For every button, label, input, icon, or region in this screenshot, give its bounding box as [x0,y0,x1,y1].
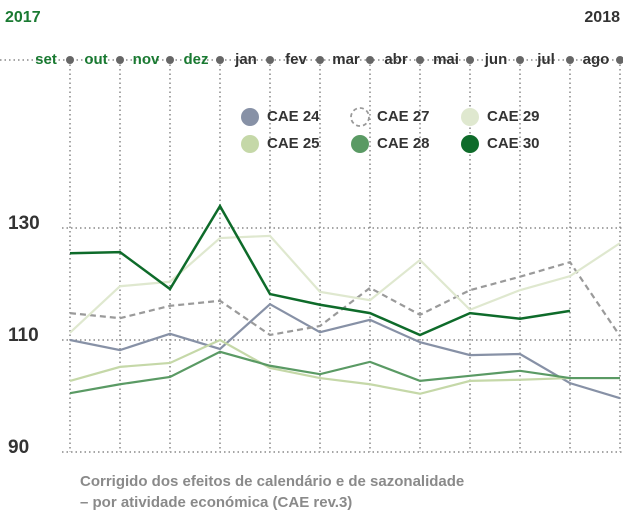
legend-marker [461,108,479,126]
y-tick-label: 110 [8,325,39,346]
x-tick-label: jun [484,51,508,68]
legend-marker [350,107,370,127]
year-label: 2017 [5,9,41,26]
legend-label: CAE 29 [487,108,540,125]
axis-dot [616,56,623,64]
legend-marker [241,135,259,153]
legend-label: CAE 28 [377,135,430,152]
series-line [69,234,621,334]
year-label: 2018 [584,9,620,26]
x-tick-label: out [84,51,107,68]
axis-dot [116,56,124,64]
series-line [69,260,621,337]
axis-dot [66,56,74,64]
series-line [69,203,571,337]
x-tick-label: mai [433,51,459,68]
x-tick-label: ago [583,51,610,68]
x-tick-label: jan [234,51,257,68]
legend-label: CAE 25 [267,135,320,152]
axis-dot [266,56,274,64]
note: Corrigido dos efeitos de calendário e de… [80,473,464,490]
y-tick-label: 90 [8,437,29,458]
series-line [69,350,620,395]
x-tick-label: nov [133,51,160,68]
series-line [69,338,620,395]
x-tick-label: set [35,51,57,68]
x-tick-label: mar [332,51,360,68]
legend-label: CAE 24 [267,108,320,125]
legend-label: CAE 27 [377,108,430,125]
legend-marker [351,135,369,153]
y-tick-label: 130 [8,213,40,234]
axis-dot [316,56,324,64]
axis-dot [366,56,374,64]
x-tick-label: fev [285,51,307,68]
axis-dot [466,56,474,64]
x-tick-label: dez [183,51,208,68]
legend-marker [241,108,259,126]
axis-dot [166,56,174,64]
series-line [69,302,621,400]
x-tick-label: abr [384,51,408,68]
x-tick-label: jul [536,51,555,68]
note: – por atividade económica (CAE rev.3) [80,494,352,511]
legend-marker [461,135,479,153]
axis-dot [516,56,524,64]
axis-dot [216,56,224,64]
axis-dot [416,56,424,64]
legend-label: CAE 30 [487,135,540,152]
axis-dot [566,56,574,64]
